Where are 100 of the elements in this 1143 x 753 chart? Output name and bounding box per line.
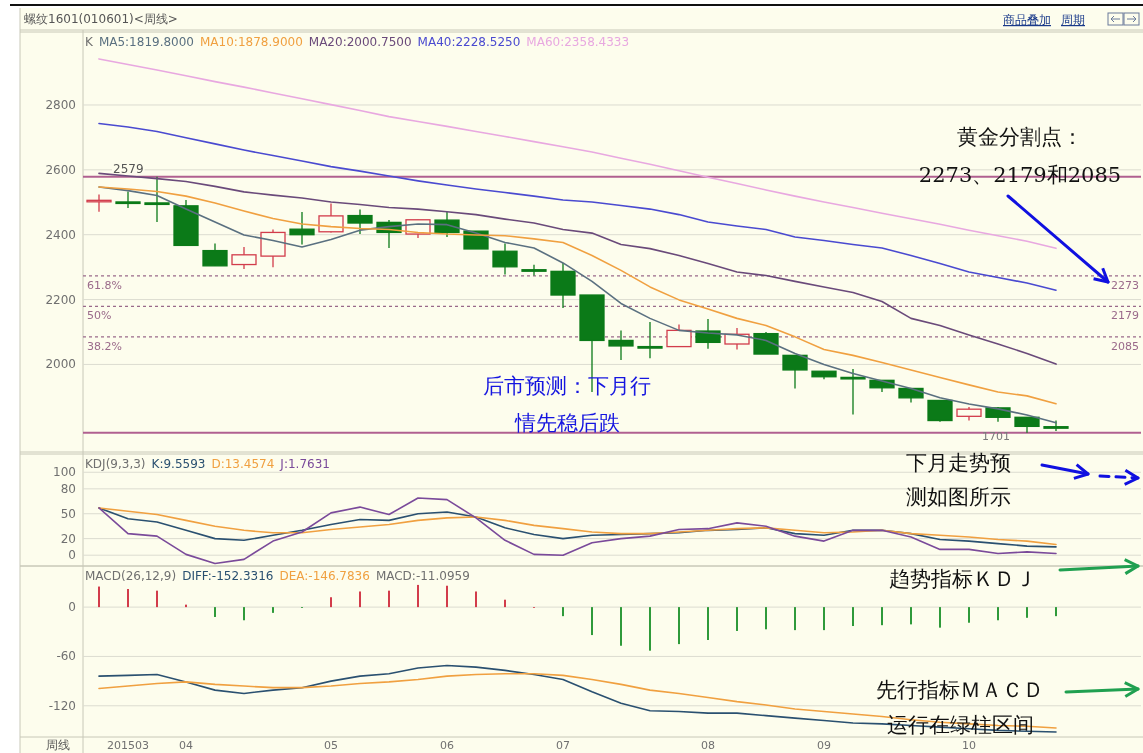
chart-subtitle: K bbox=[85, 35, 94, 49]
text: 周期 bbox=[1061, 13, 1085, 27]
bar bbox=[1055, 607, 1057, 617]
bar bbox=[910, 607, 912, 625]
annotation: 情先稳后跌 bbox=[513, 411, 620, 435]
bar bbox=[997, 607, 999, 621]
text: K:9.5593 bbox=[151, 457, 206, 471]
x-tick-label: 04 bbox=[179, 739, 193, 752]
candlestick bbox=[927, 399, 953, 423]
text: MA20:2000.7500 bbox=[308, 35, 412, 49]
bar bbox=[475, 591, 477, 608]
chart-title: 螺纹1601(010601)<周线> bbox=[24, 12, 178, 26]
bar bbox=[736, 607, 738, 631]
bar bbox=[156, 590, 158, 608]
bar bbox=[852, 607, 854, 627]
bar bbox=[649, 607, 651, 651]
bar bbox=[272, 607, 274, 613]
candlestick bbox=[637, 321, 663, 359]
ref-line-label: 2579 bbox=[113, 161, 144, 176]
text: 商品叠加 bbox=[1003, 13, 1051, 27]
candlestick bbox=[492, 242, 518, 276]
bar bbox=[98, 586, 100, 608]
annotation: 下月走势预 bbox=[905, 451, 1011, 475]
text: MA40:2228.5250 bbox=[417, 35, 521, 49]
y-tick-label: -60 bbox=[56, 649, 76, 664]
candlestick bbox=[260, 228, 286, 268]
candlestick bbox=[115, 190, 141, 209]
candlestick bbox=[434, 211, 460, 238]
y-tick-label: 80 bbox=[60, 481, 76, 496]
candlestick bbox=[608, 329, 634, 361]
series-label: MACD:-11.0959 bbox=[375, 569, 470, 583]
text: DIFF:-152.3316 bbox=[182, 569, 274, 583]
bar bbox=[388, 590, 390, 608]
annotation: 38.2% bbox=[87, 339, 122, 353]
bar bbox=[794, 607, 796, 631]
bar bbox=[1026, 607, 1028, 618]
candlestick bbox=[521, 264, 547, 277]
chart-title: MACD(26,12,9) bbox=[85, 569, 177, 583]
bar bbox=[243, 607, 245, 621]
bar bbox=[127, 589, 129, 608]
y-tick-label: -120 bbox=[48, 698, 76, 713]
annotation: 先行指标ＭＡＣＤ bbox=[876, 678, 1044, 702]
ref-line-label: 2179 bbox=[1111, 309, 1139, 323]
candlestick bbox=[231, 246, 257, 270]
annotation: 趋势指标ＫＤＪ bbox=[888, 567, 1036, 591]
candlestick bbox=[840, 368, 866, 416]
bar bbox=[446, 585, 448, 608]
y-tick-label: 2800 bbox=[45, 97, 76, 112]
y-tick-label: 50 bbox=[60, 506, 76, 521]
y-tick-label: 2200 bbox=[45, 292, 76, 307]
bar bbox=[359, 591, 361, 608]
bar bbox=[678, 607, 680, 645]
x-tick-label: 09 bbox=[817, 739, 831, 752]
ref-line-label: 2273 bbox=[1111, 278, 1139, 292]
bar bbox=[620, 607, 622, 646]
y-tick-label: 2600 bbox=[45, 162, 76, 177]
annotation: 黄金分割点： bbox=[957, 125, 1083, 149]
bar bbox=[881, 607, 883, 626]
candlestick bbox=[550, 262, 576, 309]
y-tick-label: 2000 bbox=[45, 357, 76, 372]
candlestick bbox=[202, 242, 228, 267]
bar bbox=[330, 597, 332, 608]
bar bbox=[214, 607, 216, 617]
text: MA60:2358.4333 bbox=[526, 35, 630, 49]
line-series bbox=[98, 664, 1057, 733]
text: D:13.4574 bbox=[211, 457, 275, 471]
bar bbox=[939, 607, 941, 628]
annotation: 1701 bbox=[982, 430, 1010, 443]
y-tick-label: 20 bbox=[60, 531, 76, 546]
bar bbox=[591, 607, 593, 636]
y-tick-label: 2400 bbox=[45, 227, 76, 242]
x-tick-label: 07 bbox=[556, 739, 570, 752]
x-tick-label: 06 bbox=[440, 739, 454, 752]
annotation: 测如图所示 bbox=[905, 485, 1011, 509]
ref-line-label: 2085 bbox=[1111, 339, 1139, 353]
bar bbox=[504, 599, 506, 608]
bar bbox=[823, 607, 825, 631]
y-tick-label: 100 bbox=[53, 465, 76, 480]
x-tick-label: 08 bbox=[701, 739, 715, 752]
bar bbox=[765, 607, 767, 630]
text: DEA:-146.7836 bbox=[279, 569, 370, 583]
candlestick bbox=[666, 323, 692, 348]
annotation: 61.8% bbox=[87, 278, 122, 292]
bar bbox=[417, 584, 419, 608]
y-tick-label: 0 bbox=[68, 600, 76, 615]
text: MA10:1878.9000 bbox=[200, 35, 303, 49]
bar bbox=[707, 607, 709, 640]
y-tick-label: 0 bbox=[68, 548, 76, 563]
candlestick bbox=[289, 211, 315, 246]
bar bbox=[968, 607, 970, 623]
x-tick-label: 201503 bbox=[107, 739, 149, 752]
candlestick bbox=[144, 176, 170, 223]
candlestick bbox=[347, 208, 373, 235]
text: J:1.7631 bbox=[279, 457, 330, 471]
annotation: 50% bbox=[87, 309, 112, 323]
bar bbox=[562, 607, 564, 617]
candlestick bbox=[782, 354, 808, 390]
x-axis-title: 周线 bbox=[46, 738, 70, 752]
x-tick-label: 05 bbox=[324, 739, 338, 752]
chart-title: KDJ(9,3,3) bbox=[85, 457, 146, 471]
